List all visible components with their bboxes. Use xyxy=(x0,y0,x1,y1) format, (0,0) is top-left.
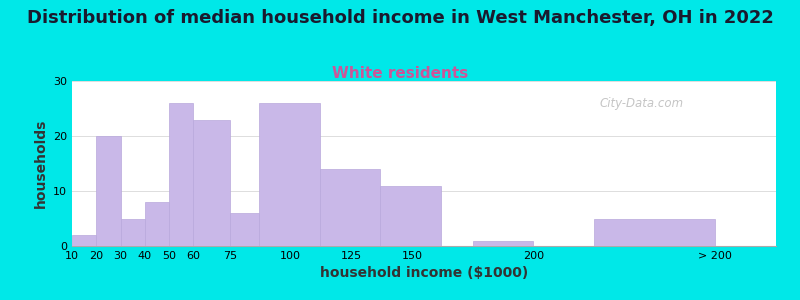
Bar xyxy=(320,169,380,246)
Text: City-Data.com: City-Data.com xyxy=(600,98,684,110)
Bar xyxy=(194,119,230,246)
X-axis label: household income ($1000): household income ($1000) xyxy=(320,266,528,280)
Bar xyxy=(121,218,145,246)
Bar xyxy=(145,202,169,246)
Bar xyxy=(230,213,259,246)
Bar xyxy=(473,241,534,246)
Bar xyxy=(96,136,121,246)
Bar xyxy=(259,103,320,246)
Bar xyxy=(594,218,715,246)
Bar xyxy=(72,235,96,246)
Bar xyxy=(380,185,441,246)
Y-axis label: households: households xyxy=(34,119,47,208)
Bar xyxy=(169,103,194,246)
Text: White residents: White residents xyxy=(332,66,468,81)
Text: Distribution of median household income in West Manchester, OH in 2022: Distribution of median household income … xyxy=(26,9,774,27)
